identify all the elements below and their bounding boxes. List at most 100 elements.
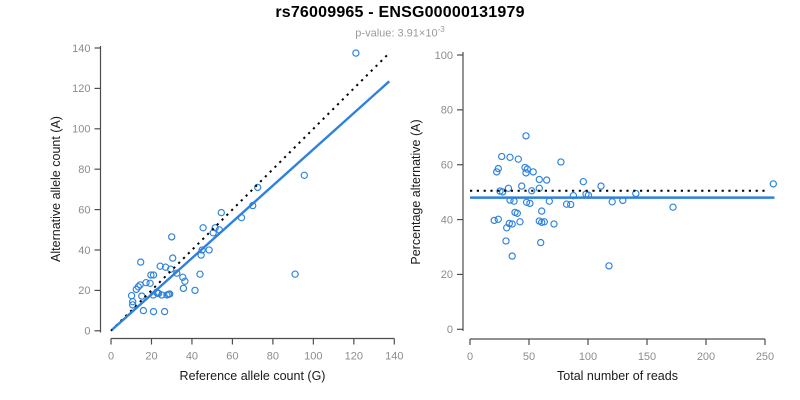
data-point — [543, 176, 551, 184]
x-tick-label: 200 — [697, 351, 715, 363]
y-axis-title: Percentage alternative (A) — [409, 119, 423, 264]
data-point — [526, 199, 534, 208]
data-point — [579, 178, 587, 186]
data-point — [504, 184, 513, 192]
data-point — [522, 169, 530, 177]
y-tick-label: 40 — [78, 245, 90, 257]
y-tick-label: 0 — [447, 324, 453, 336]
data-point — [608, 198, 616, 206]
data-point — [137, 258, 145, 266]
data-point — [498, 152, 506, 161]
y-tick-label: 100 — [72, 124, 90, 136]
data-point — [513, 209, 521, 217]
data-point — [522, 198, 531, 206]
data-point — [168, 233, 176, 241]
data-point — [522, 132, 530, 140]
identity-line — [110, 52, 390, 332]
y-tick-label: 40 — [441, 214, 453, 226]
y-tick-label: 60 — [441, 160, 453, 172]
data-point — [291, 270, 299, 278]
data-point — [149, 307, 158, 316]
x-tick-label: 250 — [756, 351, 774, 363]
data-point — [136, 281, 144, 289]
data-point — [181, 277, 189, 285]
y-tick-label: 100 — [435, 50, 453, 62]
right-scatter-plot: 0 20 40 60 80 100 0 50 100 150 200 250 Total number … — [409, 50, 777, 383]
x-tick-label: 50 — [523, 351, 535, 363]
data-point — [138, 292, 146, 300]
x-tick-label: 100 — [304, 351, 322, 363]
data-point — [198, 246, 206, 254]
data-point — [514, 155, 522, 163]
x-axis-title: Total number of reads — [557, 369, 678, 383]
data-point — [179, 284, 188, 293]
x-tick-label: 120 — [345, 351, 363, 363]
data-point — [508, 220, 516, 228]
x-tick-label: 140 — [385, 351, 403, 363]
data-point — [567, 200, 575, 209]
data-point — [179, 273, 187, 281]
data-point — [506, 153, 514, 161]
data-point — [537, 238, 545, 247]
data-point — [535, 175, 543, 184]
data-point — [769, 180, 777, 188]
data-point — [217, 208, 225, 217]
data-point — [352, 49, 360, 57]
data-point — [499, 188, 507, 196]
data-point — [196, 270, 204, 278]
x-tick-label: 60 — [226, 351, 238, 363]
x-tick-label: 150 — [638, 351, 656, 363]
figure-title: rs76009965 - ENSG00000131979 — [275, 4, 525, 21]
data-point — [508, 252, 516, 260]
data-point — [523, 165, 531, 173]
y-tick-label: 60 — [78, 204, 90, 216]
x-tick-label: 20 — [145, 351, 157, 363]
pvalue-text: p-value: 3.91×10 — [355, 27, 438, 40]
data-point — [197, 251, 205, 259]
data-point — [597, 182, 605, 190]
data-point — [518, 182, 526, 190]
data-point — [161, 263, 170, 271]
data-point — [540, 218, 548, 226]
y-tick-label: 0 — [84, 326, 90, 338]
y-axis-title: Alternative allele count (A) — [49, 116, 63, 262]
data-point — [493, 168, 501, 176]
data-point — [146, 279, 154, 287]
data-point — [529, 168, 537, 176]
data-point — [503, 224, 511, 232]
data-point — [669, 203, 677, 211]
data-point — [502, 237, 510, 245]
data-point — [510, 197, 518, 205]
data-point — [528, 187, 536, 195]
y-tick-label: 80 — [78, 164, 90, 176]
data-point — [545, 197, 553, 205]
data-point — [149, 271, 158, 279]
fit-line — [111, 80, 391, 331]
y-tick-label: 120 — [72, 83, 90, 95]
data-point — [156, 262, 164, 270]
x-tick-label: 40 — [186, 351, 198, 363]
data-point — [605, 262, 613, 270]
data-point — [129, 298, 137, 306]
y-tick-label: 20 — [441, 269, 453, 281]
x-tick-label: 80 — [267, 351, 279, 363]
x-tick-label: 0 — [467, 351, 473, 363]
data-point — [205, 246, 213, 254]
y-tick-label: 80 — [441, 105, 453, 117]
x-tick-label: 0 — [108, 351, 114, 363]
data-point — [139, 306, 148, 315]
y-tick-label: 20 — [78, 285, 90, 297]
data-point — [516, 218, 524, 226]
data-point — [127, 292, 136, 300]
data-point — [169, 254, 177, 262]
data-point — [199, 224, 207, 232]
data-point — [562, 200, 571, 208]
data-point — [538, 207, 546, 215]
data-point — [557, 158, 565, 166]
data-point — [550, 220, 558, 228]
x-tick-label: 100 — [579, 351, 597, 363]
x-axis-title: Reference allele count (G) — [180, 369, 326, 383]
data-point — [147, 271, 155, 279]
